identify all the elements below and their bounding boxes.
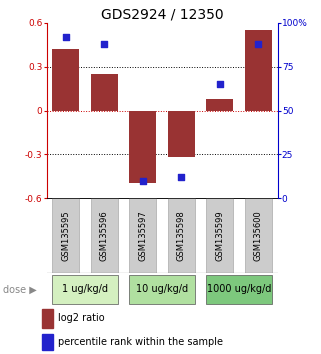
Point bbox=[256, 41, 261, 47]
Text: GSM135595: GSM135595 bbox=[61, 210, 70, 261]
Point bbox=[179, 174, 184, 180]
Bar bbox=[129, 275, 195, 304]
Bar bbox=[206, 275, 272, 304]
Bar bbox=[129, 198, 156, 273]
Text: GSM135599: GSM135599 bbox=[215, 210, 224, 261]
Point bbox=[140, 178, 145, 183]
Text: log2 ratio: log2 ratio bbox=[58, 314, 104, 324]
Text: GSM135600: GSM135600 bbox=[254, 210, 263, 261]
Bar bbox=[42, 334, 53, 350]
Bar bbox=[168, 198, 195, 273]
Bar bbox=[91, 74, 118, 110]
Point bbox=[217, 81, 222, 87]
Point bbox=[102, 41, 107, 47]
Bar bbox=[206, 198, 233, 273]
Bar bbox=[91, 198, 118, 273]
Bar bbox=[206, 99, 233, 110]
Bar bbox=[245, 198, 272, 273]
Bar bbox=[52, 49, 79, 110]
Bar bbox=[52, 275, 118, 304]
Text: dose ▶: dose ▶ bbox=[3, 285, 37, 295]
Text: 1 ug/kg/d: 1 ug/kg/d bbox=[62, 285, 108, 295]
Point bbox=[63, 34, 68, 40]
Text: 10 ug/kg/d: 10 ug/kg/d bbox=[136, 285, 188, 295]
Bar bbox=[42, 309, 53, 327]
Bar bbox=[129, 110, 156, 183]
Bar bbox=[245, 30, 272, 110]
Text: GSM135597: GSM135597 bbox=[138, 210, 147, 261]
Title: GDS2924 / 12350: GDS2924 / 12350 bbox=[101, 8, 223, 22]
Bar bbox=[52, 198, 79, 273]
Text: GSM135598: GSM135598 bbox=[177, 210, 186, 261]
Text: 1000 ug/kg/d: 1000 ug/kg/d bbox=[207, 285, 271, 295]
Text: GSM135596: GSM135596 bbox=[100, 210, 109, 261]
Bar bbox=[168, 110, 195, 157]
Text: percentile rank within the sample: percentile rank within the sample bbox=[58, 337, 223, 348]
